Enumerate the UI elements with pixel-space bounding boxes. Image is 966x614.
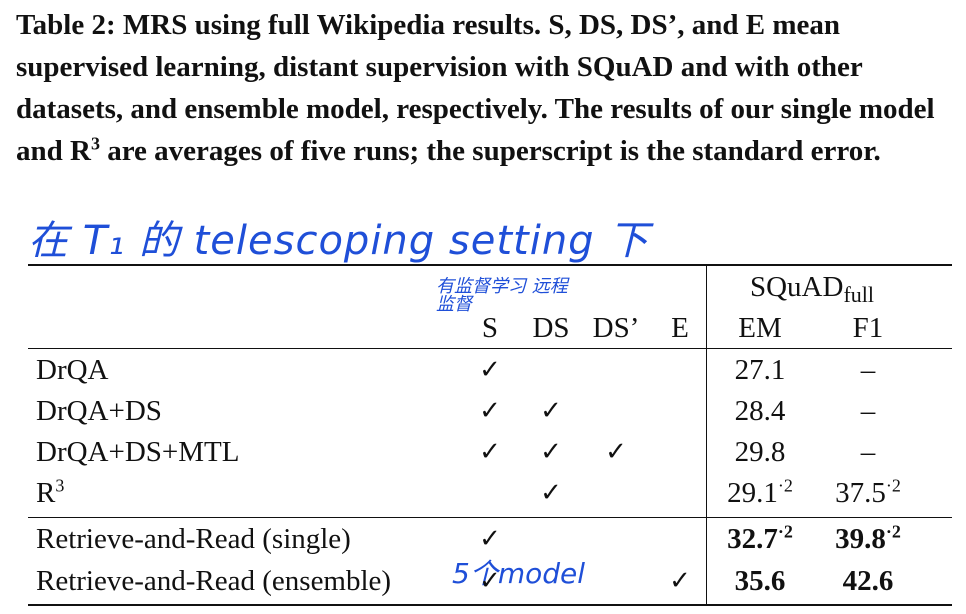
handwritten-note-s: 有监督学习: [436, 276, 526, 297]
em-value: 29.8: [735, 435, 786, 469]
handwritten-note-model: 5个model: [452, 557, 586, 590]
header-dsp: DS’: [592, 312, 640, 344]
f1-number: –: [860, 436, 876, 468]
check-mark: ✓: [479, 566, 501, 596]
f1-number: 39.8: [835, 523, 886, 555]
table-mid-rule: [28, 517, 952, 518]
em-value: 28.4: [735, 394, 786, 428]
caption-label: Table 2:: [16, 9, 116, 41]
em-value: 29.1·2: [727, 476, 793, 510]
caption-text: MRS using full Wikipedia results. S, DS,…: [16, 9, 935, 167]
f1-value: 39.8·2: [835, 522, 901, 556]
header-squad-text: SQuAD: [749, 271, 844, 303]
em-number: 29.8: [734, 436, 786, 468]
f1-value: 37.5·2: [835, 476, 901, 510]
header-e: E: [671, 312, 689, 344]
em-number: 32.7: [727, 523, 778, 555]
f1-number: 37.5: [835, 477, 886, 509]
check-mark: ✓: [479, 524, 501, 554]
header-em: EM: [738, 312, 782, 344]
f1-value: –: [861, 353, 876, 387]
check-mark: ✓: [479, 396, 501, 426]
em-sup: ·2: [777, 475, 793, 496]
f1-value: 42.6: [843, 564, 894, 598]
row-name-text: DrQA+DS+MTL: [36, 436, 240, 468]
em-number: 28.4: [734, 395, 786, 427]
check-mark: ✓: [479, 355, 501, 385]
check-mark: ✓: [605, 437, 627, 467]
em-sup: ·2: [777, 521, 793, 542]
row-name-text: DrQA: [36, 354, 109, 386]
check-mark: ✓: [479, 437, 501, 467]
f1-number: –: [860, 354, 876, 386]
row-name-text: Retrieve-and-Read (ensemble): [36, 565, 392, 597]
row-name: Retrieve-and-Read (single): [36, 522, 351, 556]
row-name-text: Retrieve-and-Read (single): [36, 523, 351, 555]
check-mark: ✓: [669, 566, 691, 596]
row-name: DrQA: [36, 353, 109, 387]
header-f1: F1: [852, 312, 884, 344]
check-mark: ✓: [540, 396, 562, 426]
check-mark: ✓: [540, 437, 562, 467]
row-name-text: DrQA+DS: [36, 395, 162, 427]
table-top-rule: [28, 264, 952, 266]
f1-sup: ·2: [885, 521, 901, 542]
header-squad-sub: full: [843, 282, 875, 307]
row-name: DrQA+DS: [36, 394, 162, 428]
f1-number: –: [860, 395, 876, 427]
caption-sup: 3: [90, 133, 100, 154]
f1-value: –: [861, 394, 876, 428]
row-name: R3: [36, 476, 64, 510]
header-s: S: [481, 312, 499, 344]
table-caption: Table 2: MRS using full Wikipedia result…: [16, 4, 951, 172]
em-value: 35.6: [735, 564, 786, 598]
em-number: 29.1: [727, 477, 778, 509]
caption-text-after: are averages of five runs; the superscri…: [99, 135, 881, 167]
em-value: 32.7·2: [727, 522, 793, 556]
f1-sup: ·2: [885, 475, 901, 496]
row-name-sup: 3: [55, 475, 65, 496]
row-name: Retrieve-and-Read (ensemble): [36, 564, 391, 598]
handwritten-note-ds: 远程监督: [436, 276, 568, 315]
f1-number: 42.6: [842, 565, 894, 597]
check-mark: ✓: [540, 478, 562, 508]
em-number: 35.6: [734, 565, 786, 597]
header-ds: DS: [532, 312, 570, 344]
f1-value: –: [861, 435, 876, 469]
table-header-rule: [28, 348, 952, 349]
row-name: DrQA+DS+MTL: [36, 435, 239, 469]
row-name-text: R: [36, 477, 56, 509]
header-squad: SQuADfull: [750, 270, 874, 312]
handwritten-note-top: 在 T₁ 的 telescoping setting 下: [28, 218, 650, 264]
em-number: 27.1: [734, 354, 786, 386]
handwritten-note-header: 有监督学习 远程监督: [436, 278, 576, 314]
em-value: 27.1: [735, 353, 786, 387]
table-bottom-rule: [28, 604, 952, 606]
column-separator: [706, 264, 707, 606]
